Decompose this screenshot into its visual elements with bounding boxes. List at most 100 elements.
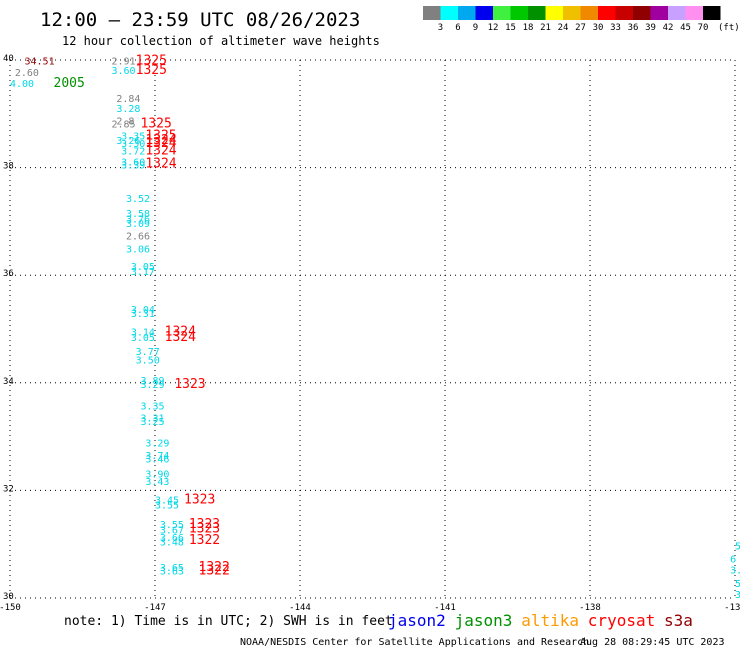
colorbar-label: 39	[645, 23, 656, 33]
satellite-legend-item: s3a	[664, 611, 693, 630]
swh-value-label: 3.17	[131, 267, 155, 278]
pass-time-label: 1324	[145, 157, 176, 172]
colorbar-swatch	[440, 6, 458, 20]
swh-value-label: 3.26	[116, 136, 140, 147]
footer-note: note: 1) Time is in UTC; 2) SWH is in fe…	[64, 614, 393, 629]
swh-value-label: 3.29	[145, 438, 169, 449]
swh-value-label: 2.8	[116, 117, 134, 128]
colorbar-swatch	[458, 6, 476, 20]
colorbar-label: 27	[575, 23, 586, 33]
satellite-legend-item: jason2	[388, 611, 446, 630]
swh-value-label: 3.06	[126, 245, 150, 256]
y-tick-label: 34	[3, 377, 14, 387]
pass-time-label: 1324	[165, 324, 196, 339]
swh-value-label: 3.	[730, 565, 740, 576]
y-tick-label: 38	[3, 162, 14, 172]
pass-time-label: 1324	[145, 133, 176, 148]
swh-value-label: 3.46	[145, 454, 169, 465]
pass-time-label: 1325	[136, 63, 167, 78]
pass-time-label: 1325	[145, 129, 176, 144]
satellite-legend: jason2 jason3 altika cryosat s3a	[388, 611, 693, 630]
colorbar-swatch	[563, 6, 581, 20]
pass-time-label: 1325	[136, 53, 167, 68]
swh-value-label: 3.31	[141, 414, 165, 425]
swh-value-label: 2.91	[112, 56, 136, 67]
colorbar-label: 33	[610, 23, 621, 33]
pass-time-label: 1322	[189, 533, 220, 548]
swh-value-label: 3.35	[121, 132, 145, 143]
colorbar-swatch	[668, 6, 686, 20]
y-tick-label: 30	[3, 592, 14, 602]
axis-ticks: -150 -147 -144 -141 -138 -135 30 32 34 36 38 40	[0, 54, 740, 613]
swh-value-label: 3.63	[160, 566, 184, 577]
x-tick-label: -150	[0, 603, 21, 613]
pass-time-label: 1323	[189, 517, 220, 532]
x-tick-label: -138	[579, 603, 601, 613]
colorbar-label: 9	[473, 23, 478, 33]
colorbar-swatch	[685, 6, 703, 20]
colorbar-unit: (ft)	[718, 23, 740, 33]
swh-value-label: 2.60	[15, 68, 39, 79]
colorbar-label: 18	[523, 23, 534, 33]
swh-value-label: 3.09	[126, 219, 150, 230]
colorbar-swatch	[493, 6, 511, 20]
y-tick-label: 40	[3, 54, 14, 64]
colorbar-label: 15	[505, 23, 516, 33]
swh-value-label: 2.66	[126, 232, 150, 243]
swh-value-label: 2.85	[112, 119, 136, 130]
colorbar-label: 36	[628, 23, 639, 33]
pass-time-label: 1323	[174, 377, 205, 392]
swh-value-label: 3.74	[145, 451, 169, 462]
colorbar-swatch	[598, 6, 616, 20]
x-tick-label: -135	[724, 603, 740, 613]
swh-value-label: 3.35	[141, 402, 165, 413]
colorbar-swatch	[423, 6, 441, 20]
x-tick-label: -144	[289, 603, 311, 613]
swh-value-label: 3.43	[145, 477, 169, 488]
swh-value-label: 3.4	[735, 590, 740, 601]
x-tick-label: -141	[434, 603, 456, 613]
swh-value-label: 3.29	[141, 380, 165, 391]
pass-time-label: 1322	[199, 560, 230, 575]
colorbar-label: 6	[455, 23, 460, 33]
colorbar-swatch	[633, 6, 651, 20]
chart-title: 12:00 — 23:59 UTC 08/26/2023	[40, 9, 360, 31]
swh-value-label: 3.30	[121, 139, 145, 150]
pass-time-label: 1323	[184, 492, 215, 507]
swh-value-label: 3.55	[155, 501, 179, 512]
pass-time-label: 1325	[141, 116, 172, 131]
pass-time-label: 2005	[54, 76, 85, 91]
swh-value-label: 3.66	[160, 533, 184, 544]
swh-value-label: 3.50	[136, 355, 160, 366]
swh-value-label: 3.45	[155, 495, 179, 506]
colorbar-legend: 3 6 9 12 15 18 21 24 27 30 33 36 39 42 45 70	[423, 6, 721, 33]
swh-value-label: 3.89	[141, 376, 165, 387]
y-tick-label: 36	[3, 269, 14, 279]
swh-value-label: 4.00	[10, 79, 34, 90]
swh-value-label: 2.84	[116, 94, 140, 105]
swh-value-label: 3.55	[160, 520, 184, 531]
colorbar-swatch	[703, 6, 721, 20]
satellite-legend-item: altika	[521, 611, 579, 630]
swh-value-label: 3.48	[160, 537, 184, 548]
colorbar-swatch	[510, 6, 528, 20]
swh-value-label: 3.77	[136, 347, 160, 358]
colorbar-label: 21	[540, 23, 551, 33]
swh-value-label: 3.65	[160, 563, 184, 574]
colorbar-swatch	[580, 6, 598, 20]
swh-value-label: 3.67	[160, 525, 184, 536]
colorbar-label: 42	[663, 23, 674, 33]
swh-value-label: 3.28	[116, 104, 140, 115]
swh-value-label: 3.76	[126, 214, 150, 225]
plot-grid	[9, 59, 736, 599]
colorbar-swatch	[528, 6, 546, 20]
swh-value-label: 3.39	[121, 161, 145, 172]
satellite-legend-item: cryosat	[588, 611, 655, 630]
colorbar-label: 45	[680, 23, 691, 33]
colorbar-swatch	[545, 6, 563, 20]
swh-value-label: 3.60	[112, 66, 136, 77]
satellite-legend-item: jason3	[455, 611, 513, 630]
swh-value-label: 34.51	[25, 56, 55, 67]
swh-value-label: 3.60	[121, 157, 145, 168]
